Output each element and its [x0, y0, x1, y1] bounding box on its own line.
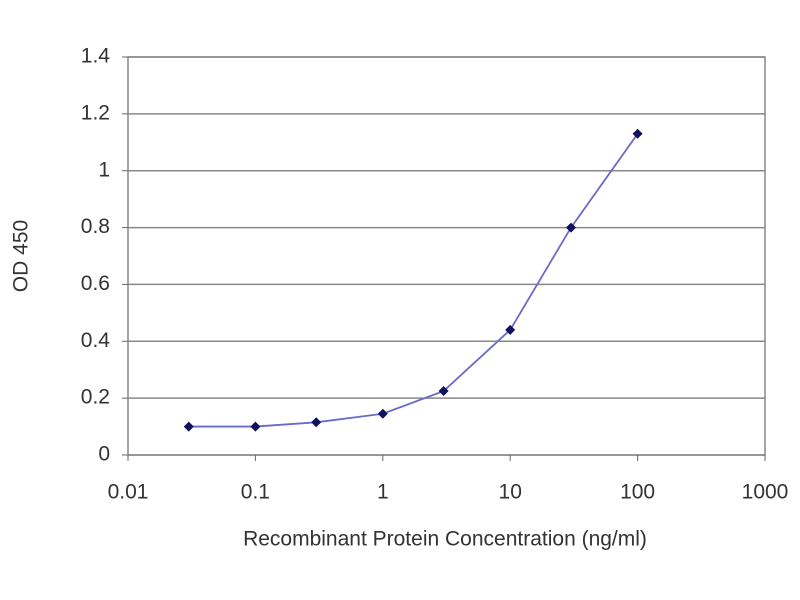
y-tick-label: 0.8 — [81, 215, 110, 238]
y-tick-label: 0.4 — [81, 329, 111, 352]
x-tick-label: 10 — [499, 481, 522, 504]
data-point — [311, 417, 322, 428]
data-point — [438, 386, 449, 397]
x-tick-label: 0.01 — [108, 481, 149, 504]
data-point — [250, 421, 261, 432]
x-tick-label: 100 — [620, 481, 655, 504]
y-tick-label: 0.2 — [81, 386, 110, 409]
plot-area — [127, 56, 766, 456]
y-axis-label: OD 450 — [10, 220, 33, 292]
data-point — [632, 128, 643, 139]
x-tick-label: 1000 — [742, 481, 789, 504]
data-point — [565, 222, 576, 233]
x-tick-label: 1 — [377, 481, 389, 504]
data-point — [183, 421, 194, 432]
y-tick-label: 1 — [98, 158, 110, 181]
series-line — [188, 133, 639, 428]
data-point — [505, 324, 516, 335]
data-point — [377, 408, 388, 419]
x-tick-label: 0.1 — [241, 481, 270, 504]
y-tick-label: 1.4 — [81, 45, 111, 68]
x-axis-label: Recombinant Protein Concentration (ng/ml… — [243, 528, 647, 551]
y-tick-label: 0.6 — [81, 272, 110, 295]
y-tick-label: 1.2 — [81, 101, 110, 124]
y-tick-label: 0 — [98, 443, 110, 466]
